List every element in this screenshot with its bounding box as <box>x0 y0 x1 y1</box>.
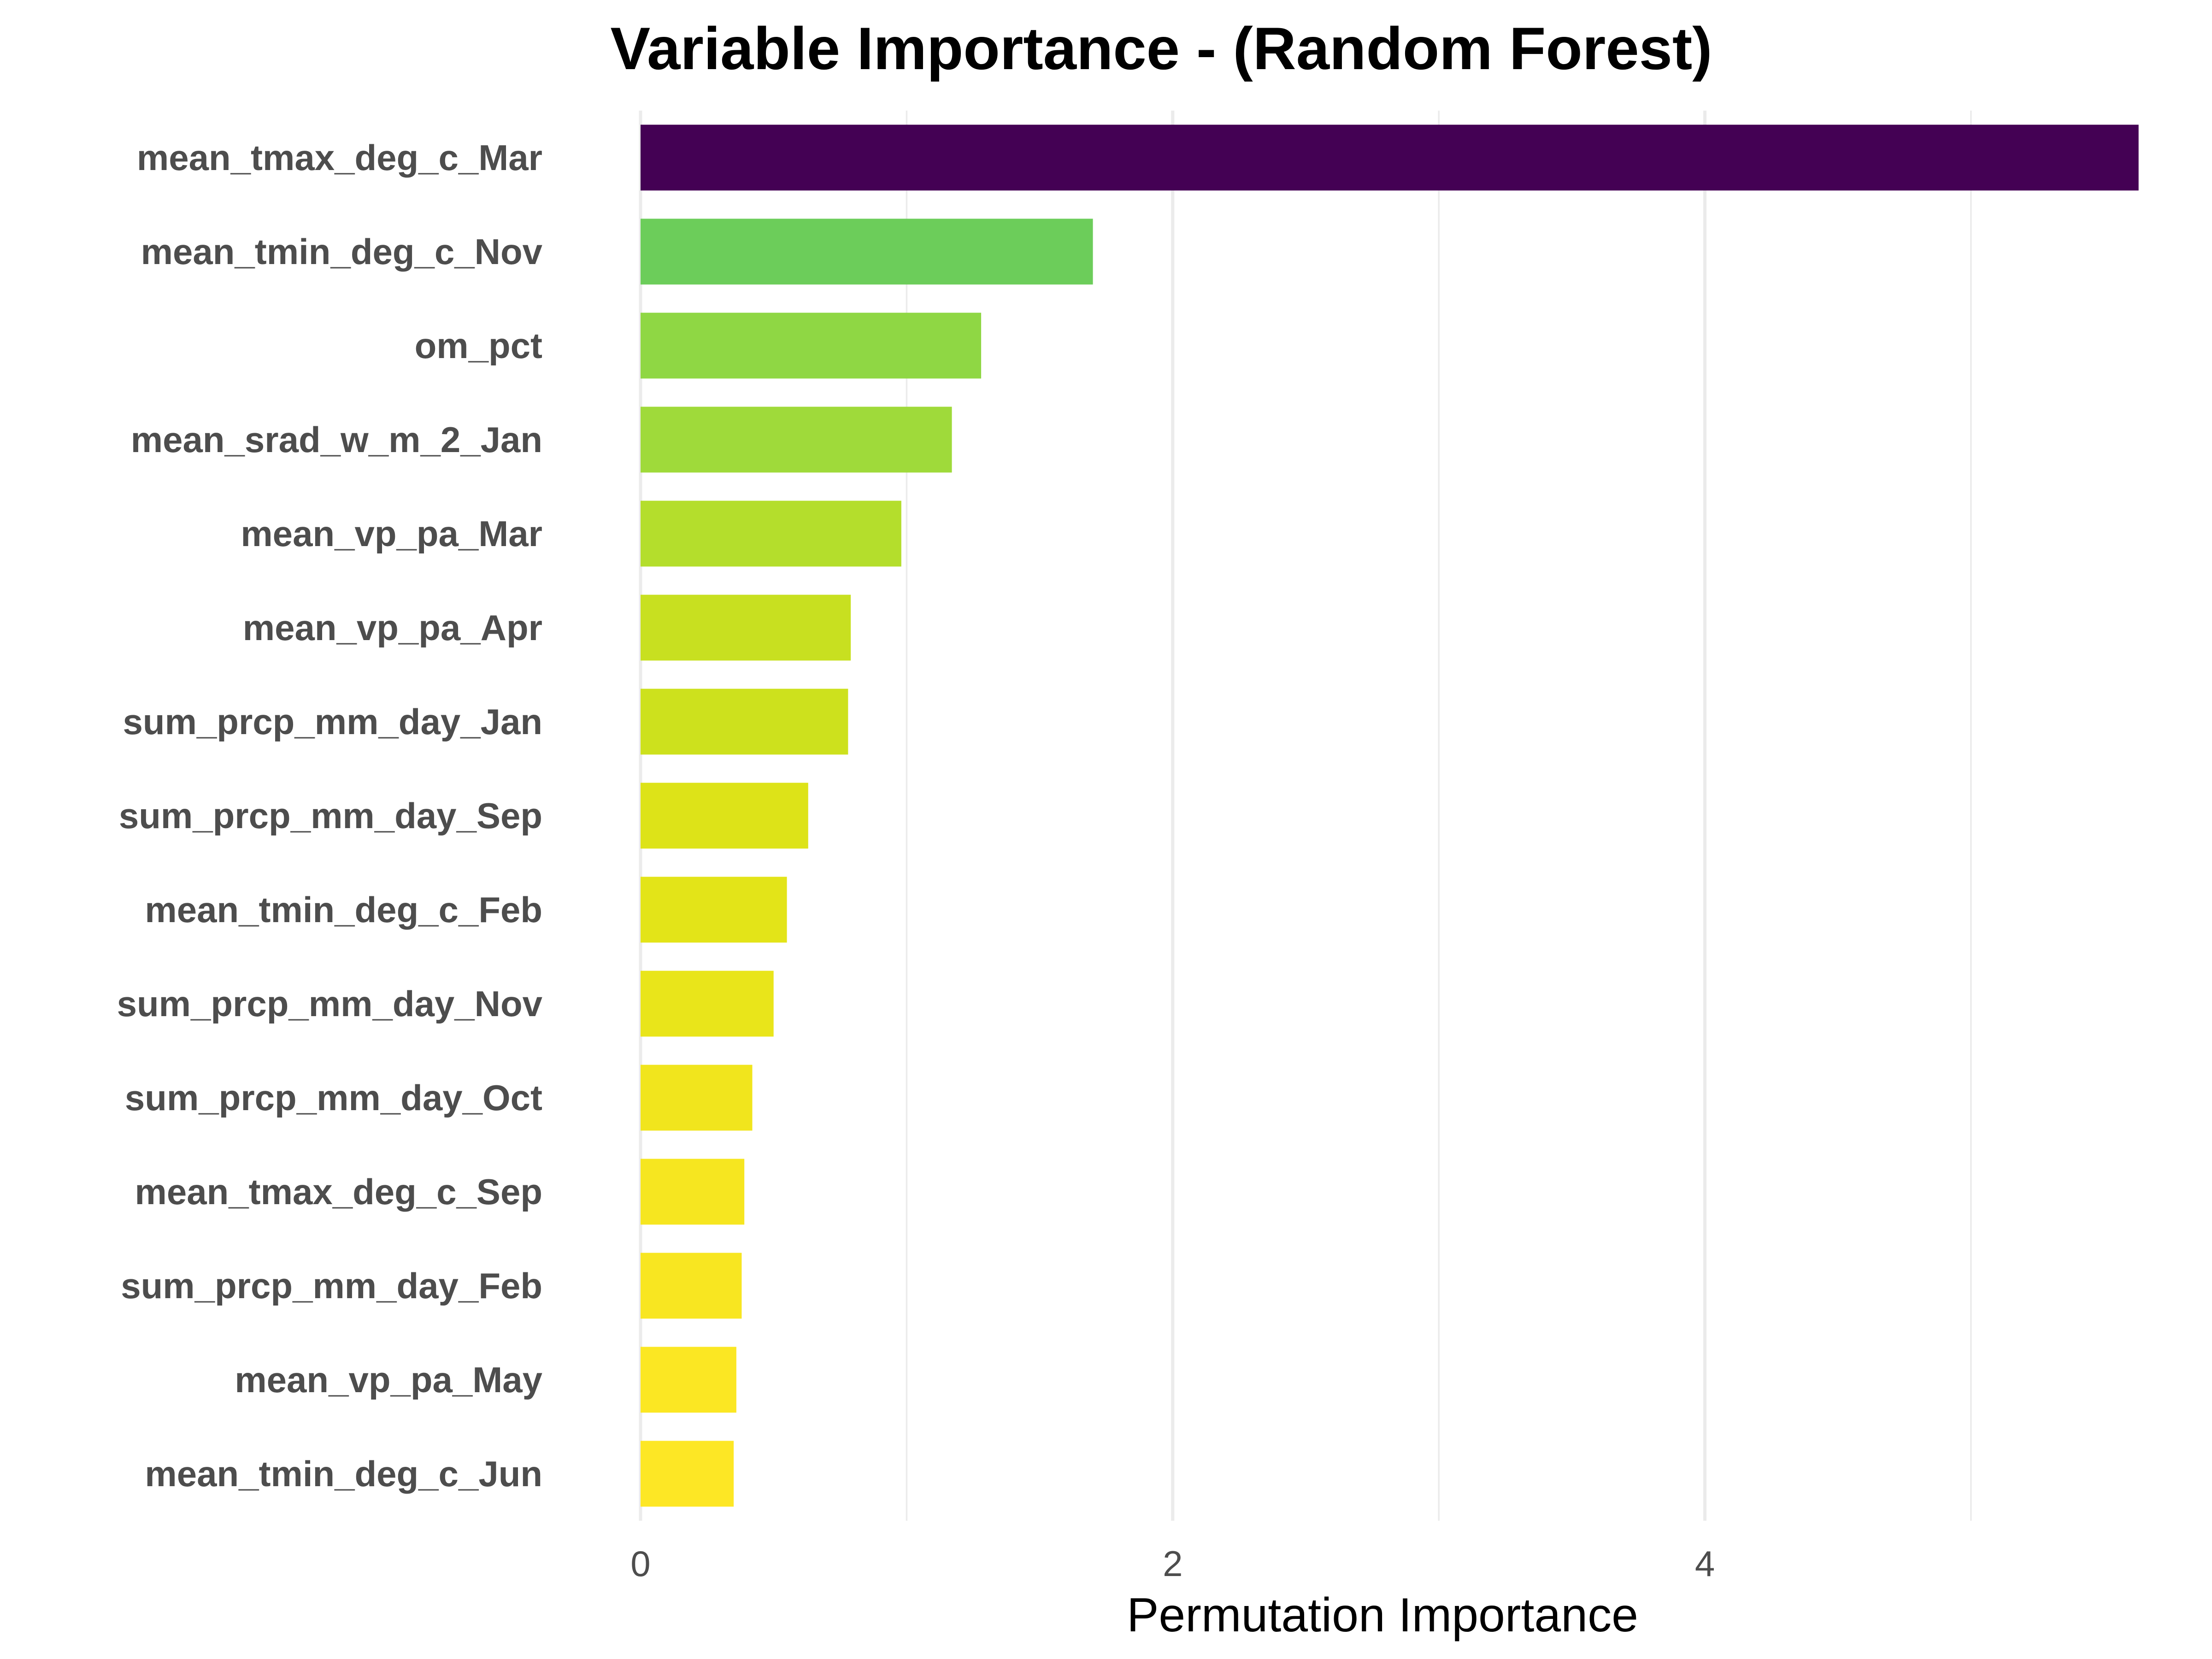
bar-mean_vp_pa_May <box>641 1347 736 1413</box>
x-axis-tick-labels: 0 2 4 <box>630 1543 1715 1584</box>
bar-mean_vp_pa_Apr <box>641 594 851 661</box>
bar-sum_prcp_mm_day_Nov <box>641 971 774 1037</box>
chart-title: Variable Importance - (Random Forest) <box>610 15 1712 82</box>
bar-mean_tmax_deg_c_Sep <box>641 1159 745 1225</box>
bars <box>641 124 2139 1507</box>
y-tick-label: mean_tmax_deg_c_Sep <box>135 1171 542 1212</box>
bar-mean_vp_pa_Mar <box>641 500 901 567</box>
bar-mean_tmin_deg_c_Nov <box>641 218 1093 285</box>
y-tick-label: sum_prcp_mm_day_Oct <box>125 1077 542 1118</box>
y-tick-label: sum_prcp_mm_day_Nov <box>117 983 543 1024</box>
bar-sum_prcp_mm_day_Oct <box>641 1065 753 1131</box>
y-tick-label: mean_srad_w_m_2_Jan <box>131 419 542 460</box>
y-tick-label: sum_prcp_mm_day_Jan <box>123 701 542 742</box>
y-tick-label: mean_tmin_deg_c_Jun <box>145 1453 542 1494</box>
x-tick-label: 2 <box>1163 1543 1182 1584</box>
x-axis-label: Permutation Importance <box>1127 1588 1638 1642</box>
y-axis-tick-labels: mean_tmax_deg_c_Mar mean_tmin_deg_c_Novom… <box>117 137 543 1494</box>
y-tick-label: om_pct <box>415 325 542 366</box>
bar-om_pct <box>641 312 982 379</box>
bar-mean_srad_w_m_2_Jan <box>641 406 952 473</box>
y-tick-label: sum_prcp_mm_day_Sep <box>119 795 542 836</box>
x-tick-label: 4 <box>1695 1543 1715 1584</box>
bar-mean_tmin_deg_c_Feb <box>641 877 787 943</box>
bar-mean_tmin_deg_c_Jun <box>641 1441 734 1507</box>
y-tick-label: mean_vp_pa_Mar <box>241 513 542 554</box>
y-tick-label: mean_tmax_deg_c_Mar <box>137 137 542 178</box>
bar-mean_tmax_deg_c_Mar <box>641 124 2139 191</box>
x-tick-label: 0 <box>630 1543 650 1584</box>
y-tick-label: mean_tmin_deg_c_Nov <box>141 231 543 272</box>
y-tick-label: mean_vp_pa_May <box>235 1359 542 1400</box>
y-tick-label: mean_tmin_deg_c_Feb <box>145 889 542 930</box>
bar-sum_prcp_mm_day_Sep <box>641 782 808 849</box>
y-tick-label: mean_vp_pa_Apr <box>243 607 542 648</box>
y-tick-label: sum_prcp_mm_day_Feb <box>121 1265 542 1306</box>
bar-sum_prcp_mm_day_Feb <box>641 1253 742 1319</box>
bar-sum_prcp_mm_day_Jan <box>641 688 848 755</box>
